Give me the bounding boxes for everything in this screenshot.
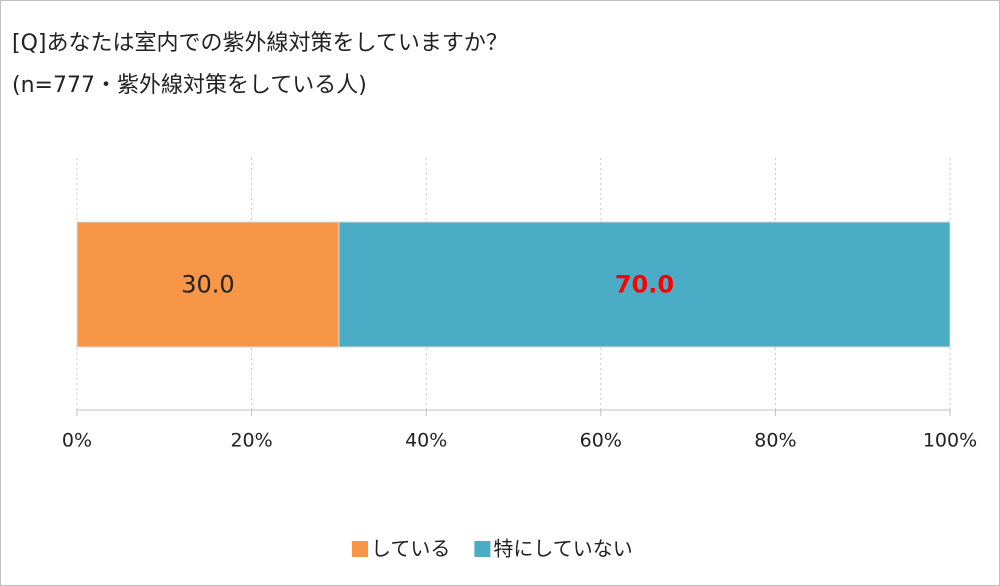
x-tick-label: 100% — [923, 430, 977, 452]
legend-label: 特にしていない — [493, 537, 632, 561]
data-label: 30.0 — [181, 271, 234, 299]
legend-swatch — [474, 541, 491, 557]
x-tick-label: 40% — [405, 430, 447, 452]
chart-subtitle: (n=777・紫外線対策をしている人) — [12, 73, 367, 98]
x-tick-label: 0% — [62, 430, 92, 452]
x-tick-label: 80% — [754, 430, 796, 452]
bar-segment — [338, 221, 951, 348]
chart-title: [Q]あなたは室内での紫外線対策をしていますか？ — [12, 31, 508, 56]
x-tick-label: 20% — [230, 430, 272, 452]
legend-label: している — [371, 537, 450, 561]
data-label: 70.0 — [615, 271, 674, 299]
x-tick-label: 60% — [580, 430, 622, 452]
bar-segment — [76, 221, 340, 348]
legend-swatch — [352, 541, 368, 557]
